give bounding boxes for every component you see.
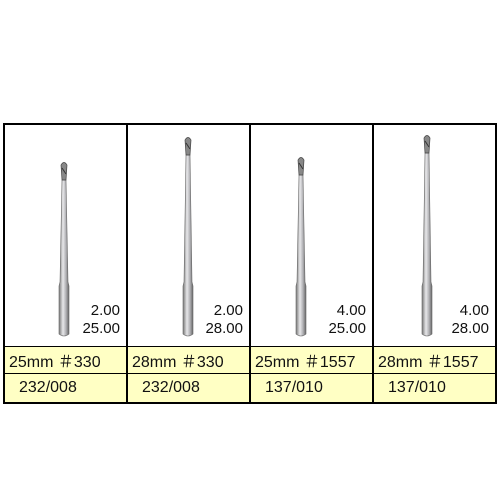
bur-shank xyxy=(295,174,307,337)
bur-flute xyxy=(424,140,430,148)
product-image: 2.00 28.00 xyxy=(128,125,249,346)
bur-drawing xyxy=(58,162,70,337)
product-name: 28mm ＃1557 xyxy=(374,346,495,374)
bur-drawing xyxy=(421,135,433,337)
bur-flute xyxy=(298,162,304,170)
size-label: 2.00 xyxy=(213,302,243,319)
bur-shank xyxy=(182,154,194,337)
product-code: 232/008 xyxy=(5,373,126,403)
product-image: 4.00 28.00 xyxy=(374,125,495,346)
bur-flute xyxy=(185,142,191,150)
size-label: 2.00 xyxy=(90,302,120,319)
product-image: 2.00 25.00 xyxy=(5,125,126,346)
product-code: 232/008 xyxy=(128,373,249,403)
product-panel: 4.00 28.00 28mm ＃1557 137/010 xyxy=(374,125,495,403)
bur-flute xyxy=(61,167,67,175)
bur-drawing xyxy=(182,137,194,337)
product-code: 137/010 xyxy=(251,373,372,403)
product-name: 25mm ＃1557 xyxy=(251,346,372,374)
length-label: 25.00 xyxy=(328,320,366,337)
product-name: 25mm ＃330 xyxy=(5,346,126,374)
product-code: 137/010 xyxy=(374,373,495,403)
product-panel: 2.00 28.00 28mm ＃330 232/008 xyxy=(128,125,251,403)
bur-shank xyxy=(421,152,433,337)
product-panel: 2.00 25.00 25mm ＃330 232/008 xyxy=(5,125,128,403)
length-label: 28.00 xyxy=(451,320,489,337)
product-panel: 4.00 25.00 25mm ＃1557 137/010 xyxy=(251,125,374,403)
product-grid: 2.00 25.00 25mm ＃330 232/008 2.00 28.00 28mm ＃… xyxy=(3,123,497,404)
length-label: 25.00 xyxy=(82,320,120,337)
product-image: 4.00 25.00 xyxy=(251,125,372,346)
length-label: 28.00 xyxy=(205,320,243,337)
size-label: 4.00 xyxy=(459,302,489,319)
bur-drawing xyxy=(295,157,307,337)
size-label: 4.00 xyxy=(336,302,366,319)
product-name: 28mm ＃330 xyxy=(128,346,249,374)
bur-shank xyxy=(58,179,70,337)
